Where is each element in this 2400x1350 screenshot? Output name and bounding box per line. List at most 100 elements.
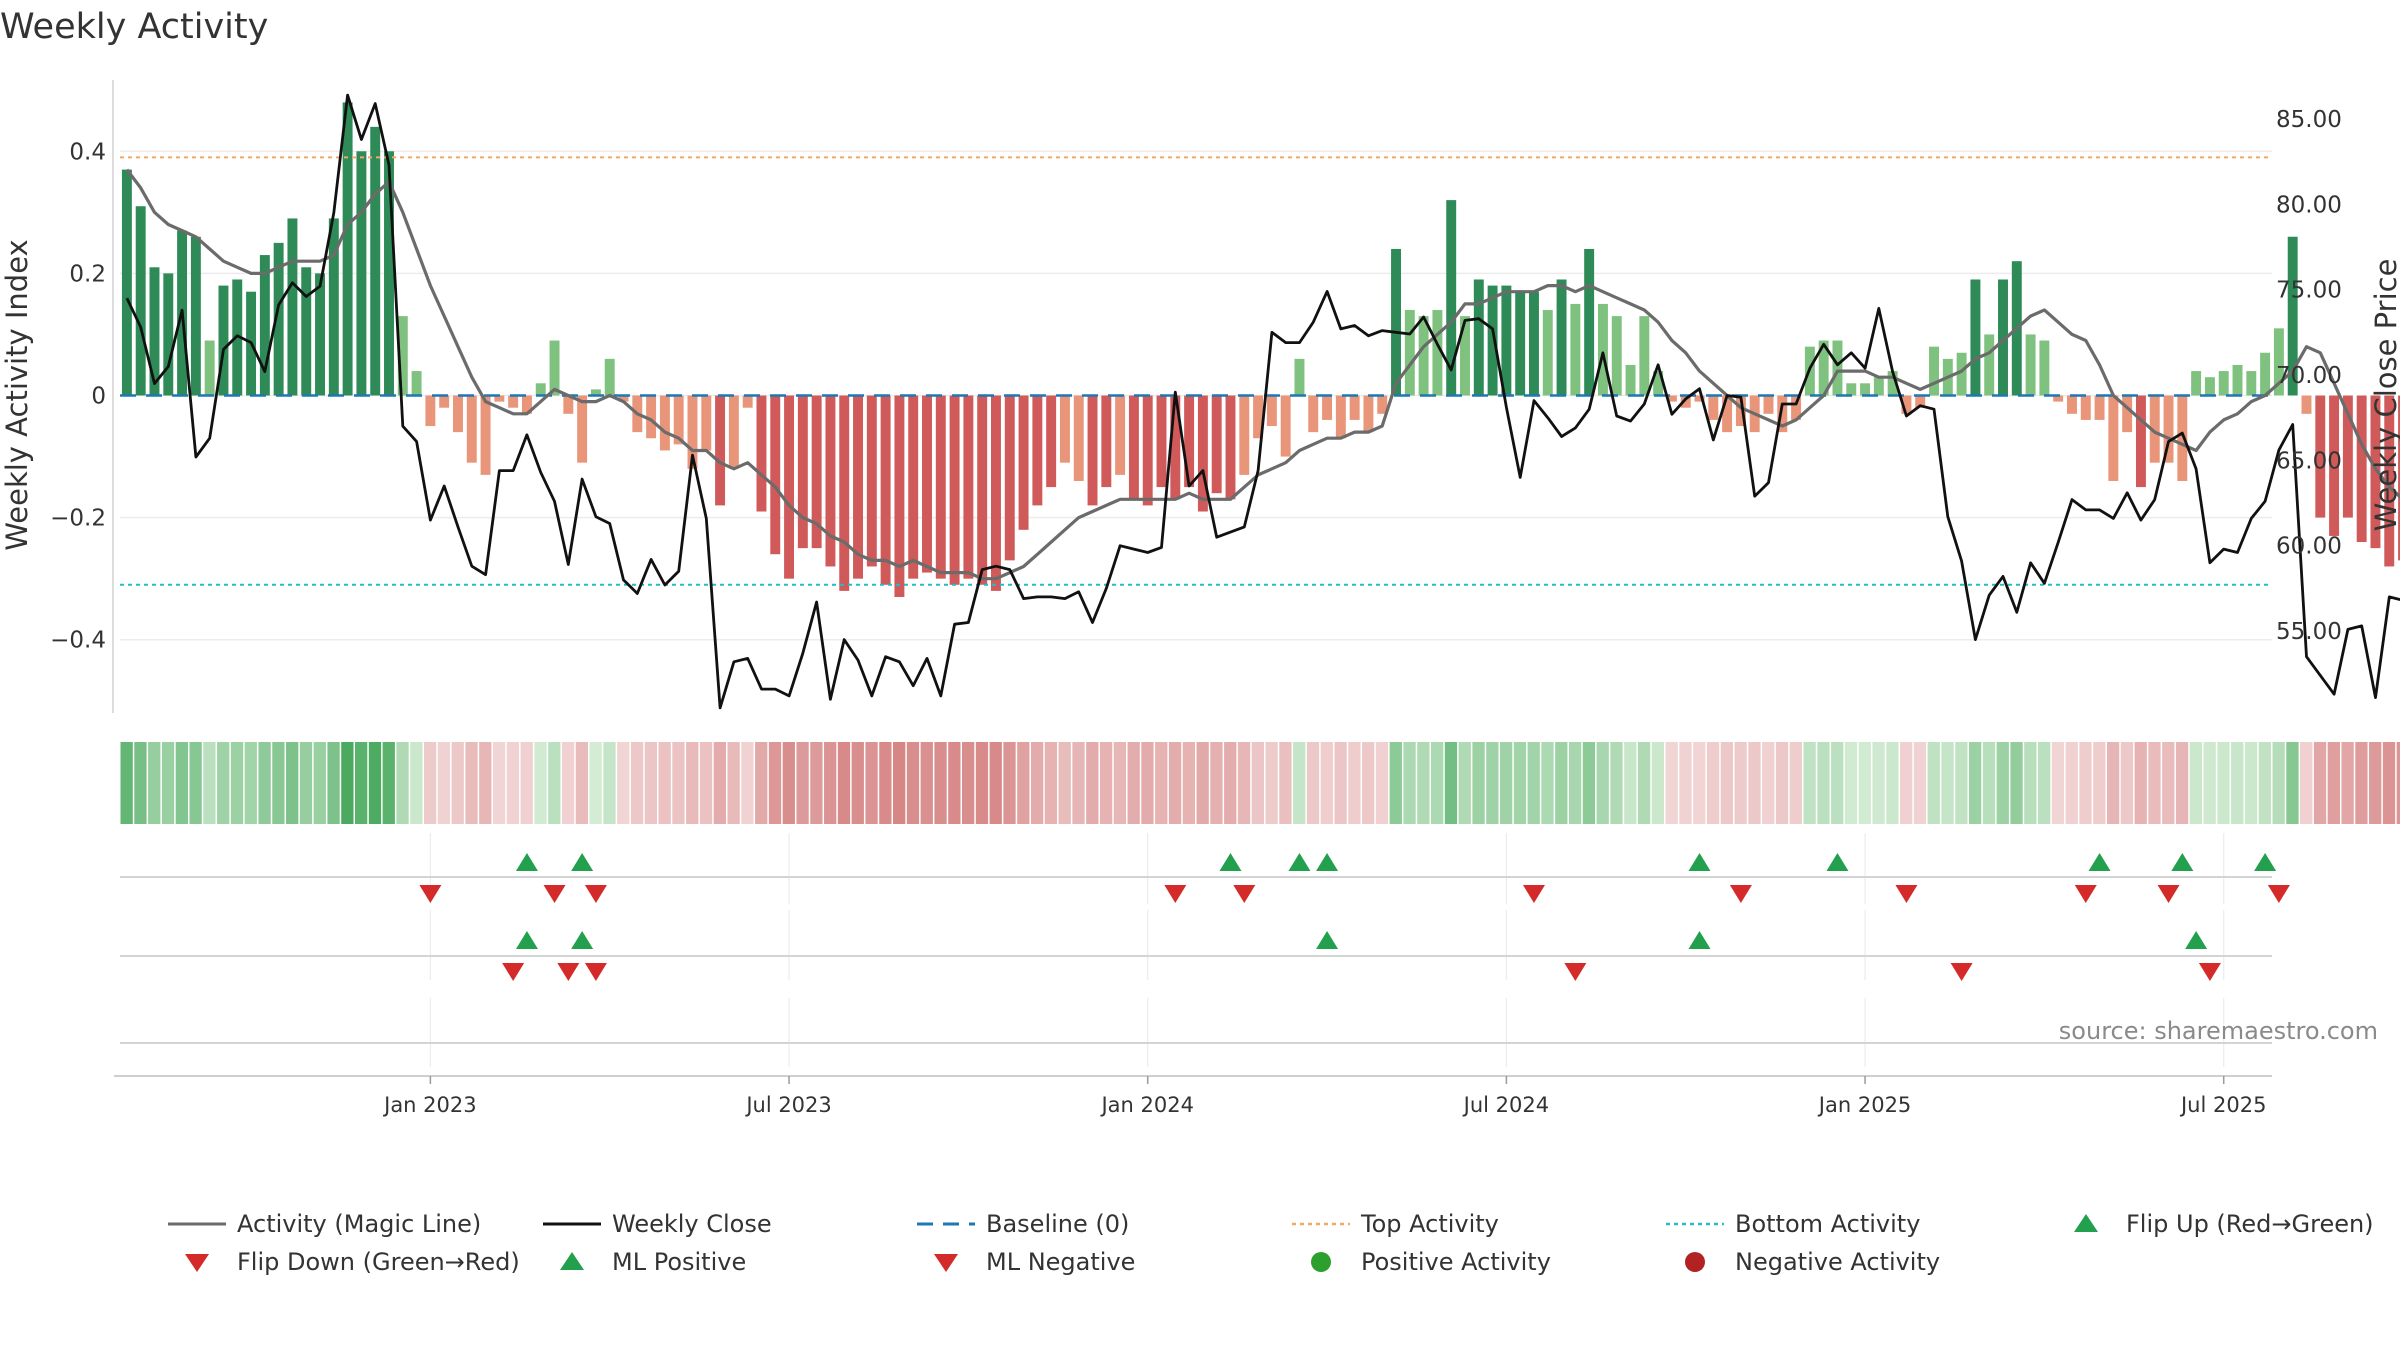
legend-label: ML Positive xyxy=(612,1248,746,1276)
flip-up-marker xyxy=(1288,853,1311,871)
heat-cell xyxy=(1872,742,1885,824)
heat-cell xyxy=(1293,742,1306,824)
activity-bar xyxy=(1694,395,1705,402)
activity-bar xyxy=(784,395,795,579)
y-axis-label-right: Weekly Close Price xyxy=(2369,259,2400,532)
flip-up-marker xyxy=(571,853,594,871)
heat-cell xyxy=(2148,742,2161,824)
triangle-down-icon xyxy=(185,1254,209,1272)
heat-cell xyxy=(644,742,657,824)
heat-cell xyxy=(1817,742,1830,824)
activity-bar xyxy=(1087,395,1098,506)
heat-cell xyxy=(1099,742,1113,824)
heat-cell xyxy=(1334,742,1347,824)
activity-bar xyxy=(618,395,629,402)
activity-bar xyxy=(1998,279,2008,396)
heat-cell xyxy=(1582,742,1596,824)
heat-cell xyxy=(2079,742,2092,824)
heat-cell xyxy=(1237,742,1251,824)
activity-bar xyxy=(1377,395,1388,414)
heat-cell xyxy=(1541,742,1554,824)
legend-label: Positive Activity xyxy=(1361,1248,1551,1276)
heat-cell xyxy=(2189,742,2203,824)
circle-icon xyxy=(1311,1252,1331,1272)
activity-bar xyxy=(1156,395,1167,488)
flip-up-marker xyxy=(2254,853,2277,871)
heat-cell xyxy=(313,742,326,824)
heat-cell xyxy=(2300,742,2313,824)
heat-cell xyxy=(2286,742,2299,824)
activity-bar xyxy=(356,151,367,396)
x-tick-label: Jul 2024 xyxy=(1462,1093,1549,1117)
activity-bar xyxy=(2246,371,2257,396)
heat-cell xyxy=(727,742,740,824)
heat-cell xyxy=(2327,742,2340,824)
ml-negative-marker xyxy=(502,963,525,981)
activity-bar xyxy=(1832,340,1843,396)
heat-cell xyxy=(148,742,161,824)
heat-cell xyxy=(2134,742,2147,824)
activity-bar xyxy=(1597,303,1608,396)
heat-cell xyxy=(1196,742,1209,824)
heat-cell xyxy=(465,742,478,824)
ml-negative-marker xyxy=(2198,963,2221,981)
heat-cell xyxy=(1527,742,1540,824)
activity-bar xyxy=(1970,279,1981,396)
heat-cell xyxy=(1637,742,1651,824)
heat-cell xyxy=(2065,742,2078,824)
legend-label: Activity (Magic Line) xyxy=(237,1210,481,1238)
activity-bar xyxy=(315,273,325,396)
flip-down-marker xyxy=(2267,885,2290,903)
activity-bar xyxy=(1391,248,1401,396)
activity-bar xyxy=(1101,395,1112,488)
activity-bar xyxy=(1542,310,1553,396)
heat-cell xyxy=(810,742,823,824)
heat-cell xyxy=(1748,742,1761,824)
activity-bar xyxy=(1142,395,1153,506)
activity-bar xyxy=(2218,371,2229,396)
activity-bar xyxy=(673,395,684,445)
heat-cell xyxy=(1789,742,1802,824)
activity-bar xyxy=(1901,395,1912,414)
flip-up-marker xyxy=(1826,853,1849,871)
activity-bar xyxy=(963,395,974,579)
legend-entry: Activity (Magic Line) xyxy=(168,1210,481,1238)
activity-bar xyxy=(1584,248,1595,396)
activity-bar xyxy=(2177,395,2188,481)
activity-bar xyxy=(2301,395,2312,414)
activity-bar xyxy=(1349,395,1360,420)
ml-negative-marker xyxy=(1564,963,1587,981)
heat-cell xyxy=(2024,742,2037,824)
activity-bar xyxy=(439,395,450,408)
heat-cell xyxy=(120,742,133,824)
heat-cell xyxy=(1362,742,1375,824)
activity-bar xyxy=(425,395,436,427)
y-axis-label-left: Weekly Activity Index xyxy=(0,239,34,550)
legend-entry: Baseline (0) xyxy=(917,1210,1129,1238)
activity-bar xyxy=(218,285,229,396)
heat-cell xyxy=(2162,742,2175,824)
heat-cell xyxy=(1403,742,1416,824)
right-tick-label: 60.00 xyxy=(2276,534,2342,560)
activity-bar xyxy=(480,395,491,475)
heat-cell xyxy=(589,742,602,824)
activity-bar xyxy=(825,395,836,567)
heat-cell xyxy=(1706,742,1720,824)
activity-bar xyxy=(2356,395,2367,543)
activity-bar xyxy=(2232,364,2243,396)
right-tick-label: 70.00 xyxy=(2276,363,2342,389)
activity-bar xyxy=(646,395,657,439)
heat-cell xyxy=(382,742,395,824)
activity-bar xyxy=(1073,395,1084,481)
right-tick-label: 65.00 xyxy=(2276,448,2342,474)
heat-cell xyxy=(1030,742,1044,824)
heat-cell xyxy=(1624,742,1637,824)
heat-cell xyxy=(741,742,754,824)
activity-bar xyxy=(1032,395,1043,506)
heat-cell xyxy=(1513,742,1527,824)
activity-bar xyxy=(1418,316,1429,396)
heat-cell xyxy=(796,742,809,824)
heat-cell xyxy=(2382,742,2396,824)
weekly-close-line xyxy=(125,93,2400,710)
ml-positive-marker xyxy=(1688,931,1711,949)
